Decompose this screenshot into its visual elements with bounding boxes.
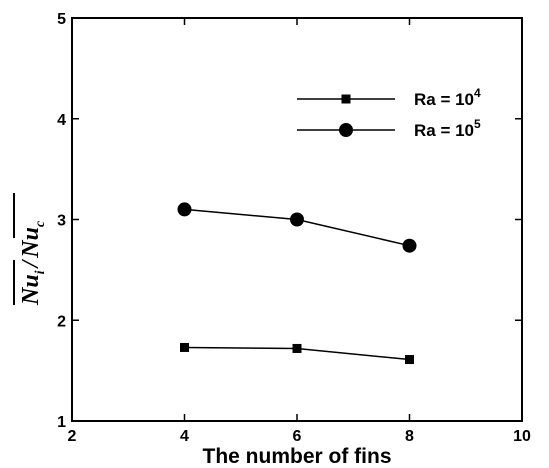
y-axis-label-left: Nu: [18, 274, 44, 306]
legend-marker: [341, 94, 351, 104]
y-tick-label: 4: [57, 112, 66, 129]
y-tick-label: 2: [57, 313, 66, 330]
y-tick-label: 3: [57, 213, 66, 230]
x-tick-label: 6: [293, 428, 302, 445]
series-1: [177, 202, 417, 253]
x-axis-title: The number of fins: [203, 445, 392, 468]
svg-text:Nui/Nuc: Nui/Nuc: [18, 220, 48, 306]
legend-label-sup: 5: [474, 117, 481, 131]
y-axis-label-right: Nu: [18, 227, 44, 259]
x-tick-label: 4: [180, 428, 189, 445]
data-point: [180, 342, 189, 352]
y-axis-title: Nui/Nuc: [13, 193, 48, 306]
legend-marker: [339, 123, 353, 137]
y-tick-label: 5: [57, 11, 66, 28]
data-point: [402, 238, 417, 253]
y-axis-label-right-sub: c: [33, 220, 48, 227]
data-point: [177, 202, 192, 217]
legend-entry-1: Ra = 105: [297, 117, 481, 140]
data-point: [405, 355, 414, 365]
legend-label-sup: 4: [474, 86, 481, 100]
y-tick-label: 1: [57, 414, 66, 431]
legend-label-base: Ra = 10: [414, 121, 474, 140]
series-0: [180, 342, 414, 365]
series-group: [177, 202, 417, 365]
x-tick-label: 10: [513, 428, 531, 445]
legend-entry-0: Ra = 104: [297, 86, 481, 109]
legend-label: Ra = 105: [414, 117, 481, 140]
x-tick-label: 8: [405, 428, 414, 445]
data-point: [292, 343, 302, 353]
x-tick-label: 2: [68, 428, 77, 445]
y-axis-label-left-sub: i: [33, 270, 48, 274]
legend-label-base: Ra = 10: [414, 90, 474, 109]
data-point: [290, 212, 304, 227]
y-axis-label-sep: /: [18, 258, 44, 269]
legend-label: Ra = 104: [414, 86, 481, 109]
